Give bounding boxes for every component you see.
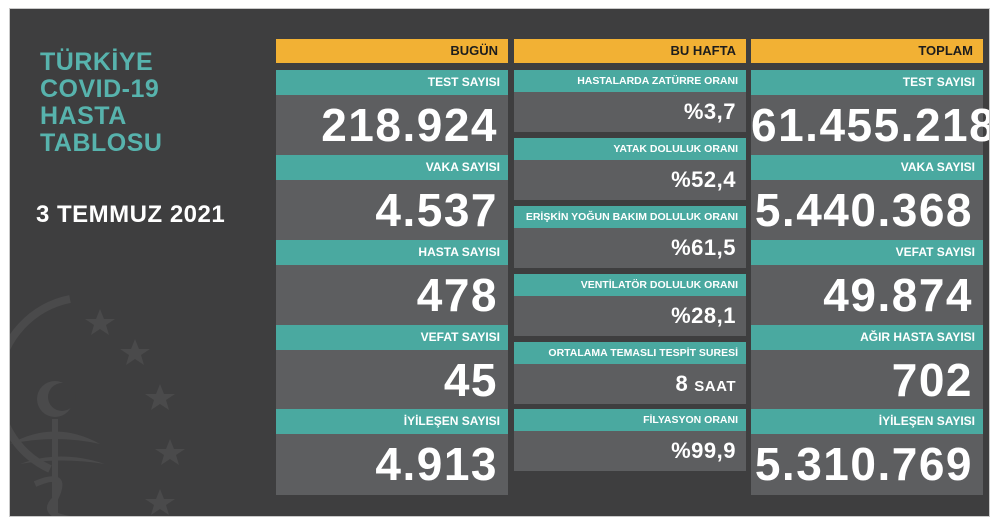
week-contact-label: ORTALAMA TEMASLI TESPİT SURESİ (514, 342, 746, 364)
week-pneumonia-label: HASTALARDA ZATÜRRE ORANI (514, 70, 746, 92)
total-case-card: VAKA SAYISI 5.440.368 (751, 155, 983, 241)
today-test-value: 218.924 (276, 95, 508, 156)
value-text: %99,9 (671, 438, 736, 463)
total-case-label: VAKA SAYISI (751, 155, 983, 180)
week-contact-value: 8 SAAT (514, 364, 746, 404)
title-line-3: HASTA (40, 102, 127, 130)
week-filiation-label: FİLYASYON ORANI (514, 409, 746, 431)
column-header-week: BU HAFTA (514, 39, 746, 63)
today-test-card: TEST SAYISI 218.924 (276, 70, 508, 156)
total-test-value: 61.455.218 (751, 95, 989, 156)
page-title: TÜRKİYE COVID-19 HASTA TABLOSU (40, 49, 162, 157)
today-case-card: VAKA SAYISI 4.537 (276, 155, 508, 241)
week-icu-value: %61,5 (514, 228, 746, 268)
value-text: %61,5 (671, 235, 736, 260)
value-text: 8 (675, 371, 689, 396)
today-patient-card: HASTA SAYISI 478 (276, 240, 508, 326)
week-bed-card: YATAK DOLULUK ORANI %52,4 (514, 138, 746, 200)
total-severe-card: AĞIR HASTA SAYISI 702 (751, 325, 983, 411)
total-severe-value: 702 (751, 350, 983, 411)
today-recovered-value: 4.913 (276, 434, 508, 495)
total-case-value: 5.440.368 (751, 180, 983, 241)
today-recovered-card: İYİLEŞEN SAYISI 4.913 (276, 409, 508, 495)
week-icu-label: ERİŞKİN YOĞUN BAKIM DOLULUK ORANI (514, 206, 746, 228)
today-test-label: TEST SAYISI (276, 70, 508, 95)
column-header-today: BUGÜN (276, 39, 508, 63)
total-death-value: 49.874 (751, 265, 983, 326)
report-date: 3 TEMMUZ 2021 (36, 201, 226, 228)
column-header-total: TOPLAM (751, 39, 983, 63)
title-line-2: COVID-19 (40, 75, 160, 103)
week-icu-card: ERİŞKİN YOĞUN BAKIM DOLULUK ORANI %61,5 (514, 206, 746, 268)
today-death-card: VEFAT SAYISI 45 (276, 325, 508, 411)
week-ventilator-value: %28,1 (514, 296, 746, 336)
week-contact-card: ORTALAMA TEMASLI TESPİT SURESİ 8 SAAT (514, 342, 746, 404)
total-death-label: VEFAT SAYISI (751, 240, 983, 265)
week-pneumonia-value: %3,7 (514, 92, 746, 132)
today-patient-value: 478 (276, 265, 508, 326)
total-severe-label: AĞIR HASTA SAYISI (751, 325, 983, 350)
total-recovered-card: İYİLEŞEN SAYISI 5.310.769 (751, 409, 983, 495)
value-text: %3,7 (683, 99, 736, 124)
total-test-card: TEST SAYISI 61.455.218 (751, 70, 989, 156)
value-text: %28,1 (671, 303, 736, 328)
today-case-value: 4.537 (276, 180, 508, 241)
total-death-card: VEFAT SAYISI 49.874 (751, 240, 983, 326)
title-line-4: TABLOSU (40, 129, 163, 157)
week-ventilator-card: VENTİLATÖR DOLULUK ORANI %28,1 (514, 274, 746, 336)
week-bed-label: YATAK DOLULUK ORANI (514, 138, 746, 160)
today-patient-label: HASTA SAYISI (276, 240, 508, 265)
week-ventilator-label: VENTİLATÖR DOLULUK ORANI (514, 274, 746, 296)
total-recovered-label: İYİLEŞEN SAYISI (751, 409, 983, 434)
value-text: %52,4 (671, 167, 736, 192)
dashboard-board: TÜRKİYE COVID-19 HASTA TABLOSU 3 TEMMUZ … (9, 8, 990, 517)
total-test-label: TEST SAYISI (751, 70, 983, 95)
today-death-value: 45 (276, 350, 508, 411)
week-pneumonia-card: HASTALARDA ZATÜRRE ORANI %3,7 (514, 70, 746, 132)
value-unit: SAAT (694, 378, 736, 395)
today-case-label: VAKA SAYISI (276, 155, 508, 180)
week-filiation-value: %99,9 (514, 431, 746, 471)
week-filiation-card: FİLYASYON ORANI %99,9 (514, 409, 746, 471)
ministry-emblem-icon (10, 295, 185, 516)
today-recovered-label: İYİLEŞEN SAYISI (276, 409, 508, 434)
total-recovered-value: 5.310.769 (751, 434, 983, 495)
title-line-1: TÜRKİYE (40, 48, 154, 76)
today-death-label: VEFAT SAYISI (276, 325, 508, 350)
week-bed-value: %52,4 (514, 160, 746, 200)
